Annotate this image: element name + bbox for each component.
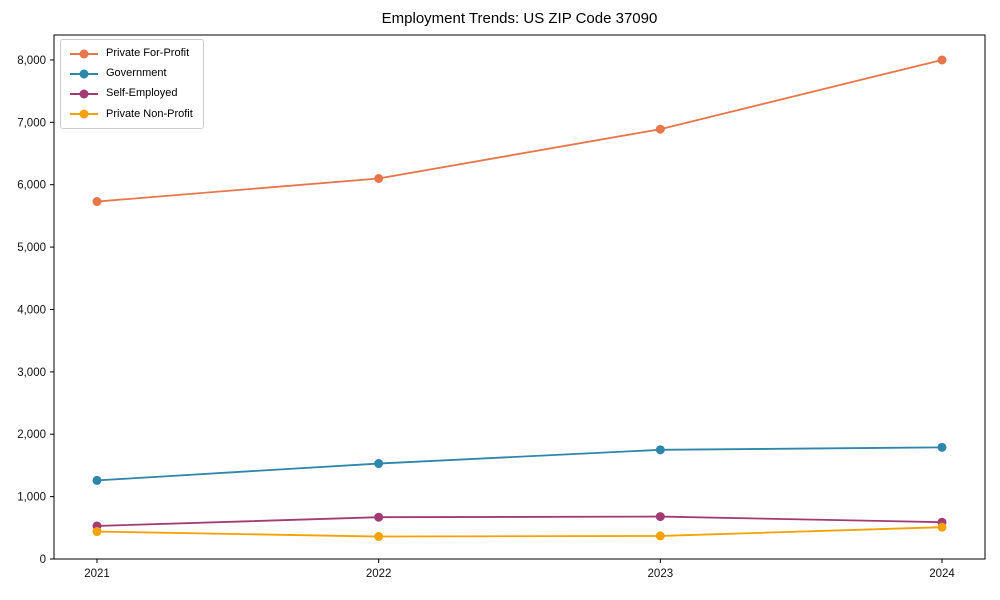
data-point-private-non-profit-2024 [937, 522, 947, 532]
data-point-government-2022 [374, 459, 384, 469]
data-point-private-non-profit-2021 [92, 527, 102, 537]
x-axis-tick-label: 2024 [929, 568, 955, 580]
data-point-private-for-profit-2021 [92, 197, 102, 207]
x-axis-tick-label: 2023 [648, 568, 674, 580]
legend-label: Private For-Profit [106, 47, 190, 59]
legend-label: Self-Employed [106, 87, 178, 100]
series-line-private-for-profit [96, 59, 943, 203]
series-line-private-non-profit [96, 526, 943, 538]
legend-line-marker-icon [70, 109, 98, 119]
series-line-government [96, 446, 943, 482]
legend-item-private-for-profit: Private For-Profit [70, 47, 193, 60]
x-axis-tick-label: 2022 [366, 568, 392, 580]
legend-line-marker-icon [70, 89, 98, 99]
legend-item-private-non-profit: Private Non-Profit [70, 108, 193, 121]
y-axis-tick-label: 4,000 [17, 304, 46, 316]
data-point-private-for-profit-2023 [655, 124, 665, 134]
data-point-government-2023 [655, 445, 665, 455]
y-axis-tick-label: 6,000 [17, 180, 46, 192]
legend-line-marker-icon [70, 69, 98, 79]
data-point-private-for-profit-2024 [937, 55, 947, 65]
y-axis-tick-label: 2,000 [17, 429, 46, 441]
chart-title: Employment Trends: US ZIP Code 37090 [381, 10, 658, 27]
data-point-private-non-profit-2022 [374, 532, 384, 542]
plot-frame [53, 34, 986, 560]
data-point-government-2021 [92, 475, 102, 485]
y-axis-tick-label: 8,000 [17, 55, 46, 67]
legend-item-self-employed: Self-Employed [70, 87, 193, 100]
y-axis-tick-label: 7,000 [17, 117, 46, 129]
data-point-private-for-profit-2022 [374, 173, 384, 183]
legend-label: Private Non-Profit [106, 107, 193, 120]
y-axis-tick-label: 0 [40, 554, 46, 566]
legend-item-government: Government [70, 67, 193, 80]
legend: Private For-Profit Government Self-Emplo… [60, 39, 204, 129]
legend-line-marker-icon [70, 49, 98, 59]
series-line-self-employed [96, 515, 943, 527]
data-point-government-2024 [937, 442, 947, 452]
y-axis-tick-label: 5,000 [17, 242, 46, 254]
legend-label: Government [106, 67, 167, 80]
data-point-self-employed-2023 [655, 512, 665, 522]
data-point-private-non-profit-2023 [655, 531, 665, 541]
y-axis-tick-label: 3,000 [17, 367, 46, 379]
data-point-self-employed-2022 [374, 512, 384, 522]
y-axis-tick-label: 1,000 [17, 492, 46, 504]
x-axis-tick-label: 2021 [84, 568, 110, 580]
